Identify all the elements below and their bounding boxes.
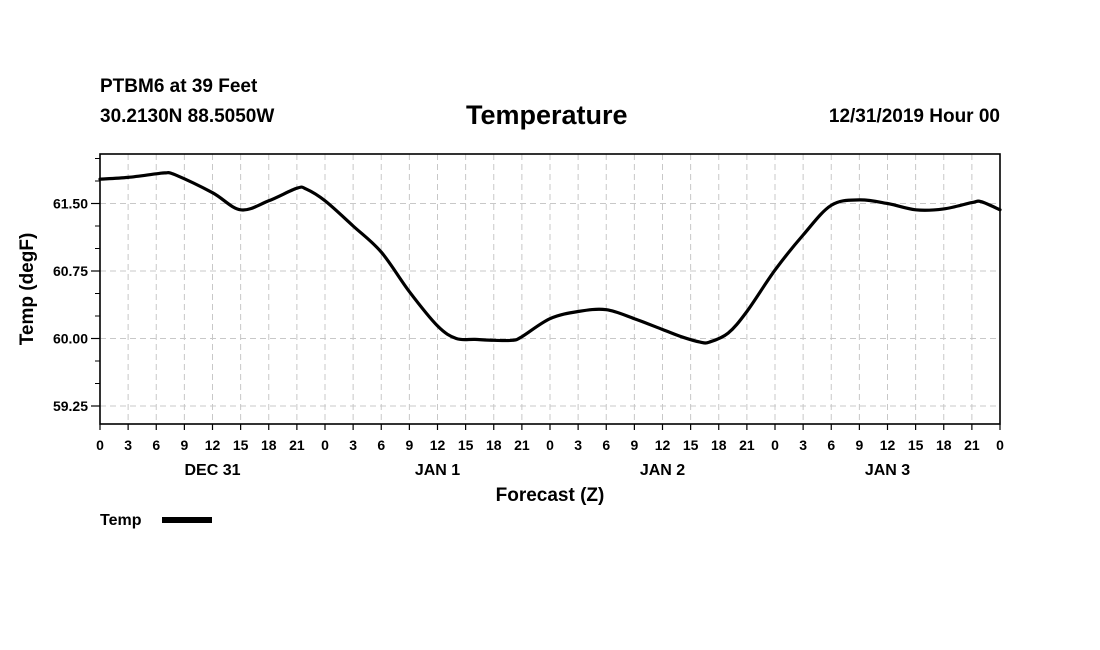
- x-tick-label: 3: [124, 437, 132, 453]
- x-tick-label: 3: [574, 437, 582, 453]
- y-tick-label: 61.50: [53, 196, 88, 212]
- x-tick-label: 15: [458, 437, 474, 453]
- legend-label-temp: Temp: [100, 512, 142, 529]
- x-tick-label: 12: [205, 437, 221, 453]
- axis-ticks: [91, 158, 1001, 430]
- x-axis-title: Forecast (Z): [496, 485, 605, 506]
- y-tick-label: 59.25: [53, 398, 88, 414]
- x-tick-label: 21: [514, 437, 530, 453]
- x-tick-label: 9: [630, 437, 638, 453]
- x-tick-label: 3: [799, 437, 807, 453]
- x-day-label: DEC 31: [184, 462, 240, 479]
- plot-frame: [99, 153, 1001, 425]
- x-tick-label: 12: [430, 437, 446, 453]
- x-tick-label: 15: [908, 437, 924, 453]
- y-axis-title: Temp (degF): [17, 233, 38, 346]
- x-tick-label: 9: [855, 437, 863, 453]
- x-tick-label: 9: [180, 437, 188, 453]
- x-tick-label: 6: [827, 437, 835, 453]
- y-tick-label: 60.75: [53, 263, 88, 279]
- x-tick-label: 15: [233, 437, 249, 453]
- x-tick-label: 6: [152, 437, 160, 453]
- x-tick-label: 18: [261, 437, 277, 453]
- axis-tick-labels: 0 3 6 9 12 15 18 21 0 3 6 9 12 15 18 21 0 3 6 9 12 15 18 21 0 3 6 9…: [53, 196, 1004, 480]
- x-tick-label: 18: [486, 437, 502, 453]
- x-tick-label: 0: [771, 437, 779, 453]
- x-day-label: JAN 1: [415, 462, 460, 479]
- series-line-temp: [98, 171, 1002, 345]
- x-day-label: JAN 3: [865, 462, 910, 479]
- x-tick-label: 15: [683, 437, 699, 453]
- x-tick-label: 6: [602, 437, 610, 453]
- x-tick-label: 21: [739, 437, 755, 453]
- x-tick-label: 6: [377, 437, 385, 453]
- grid-lines: [100, 154, 1000, 424]
- x-tick-label: 3: [349, 437, 357, 453]
- x-tick-label: 0: [996, 437, 1004, 453]
- y-tick-label: 60.00: [53, 331, 88, 347]
- x-tick-label: 12: [880, 437, 896, 453]
- legend: Temp: [100, 512, 212, 529]
- x-tick-label: 0: [321, 437, 329, 453]
- x-tick-label: 12: [655, 437, 671, 453]
- forecast-run-time: 12/31/2019 Hour 00: [828, 106, 1000, 127]
- station-name: PTBM6 at 39 Feet: [100, 76, 258, 97]
- x-tick-label: 21: [964, 437, 980, 453]
- x-tick-label: 18: [936, 437, 952, 453]
- x-tick-label: 0: [546, 437, 554, 453]
- x-tick-label: 9: [405, 437, 413, 453]
- x-tick-label: 0: [96, 437, 104, 453]
- x-tick-label: 18: [711, 437, 727, 453]
- x-day-label: JAN 2: [640, 462, 685, 479]
- chart-title: Temperature: [466, 100, 628, 130]
- x-tick-label: 21: [289, 437, 305, 453]
- station-coordinates: 30.2130N 88.5050W: [100, 106, 275, 127]
